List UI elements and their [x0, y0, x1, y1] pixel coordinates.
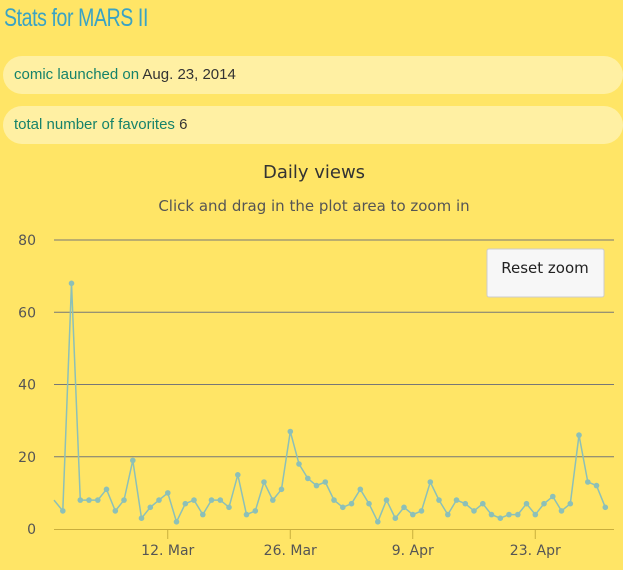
- data-point[interactable]: [497, 515, 504, 521]
- data-point[interactable]: [305, 475, 311, 482]
- data-point[interactable]: [532, 511, 539, 518]
- data-point[interactable]: [243, 511, 250, 518]
- data-point[interactable]: [348, 500, 355, 507]
- data-point[interactable]: [453, 497, 460, 503]
- data-point[interactable]: [375, 519, 381, 525]
- data-point[interactable]: [593, 482, 600, 489]
- y-tick-label: 0: [27, 522, 36, 538]
- data-point[interactable]: [322, 479, 329, 485]
- data-point[interactable]: [287, 428, 294, 435]
- data-point[interactable]: [68, 280, 75, 287]
- data-point[interactable]: [130, 457, 136, 464]
- series-line[interactable]: [53, 283, 606, 524]
- y-tick-label: 40: [18, 378, 36, 394]
- chart-subtitle: Click and drag in the plot area to zoom …: [158, 197, 469, 215]
- data-point[interactable]: [60, 508, 66, 514]
- data-point[interactable]: [410, 511, 416, 518]
- data-point[interactable]: [366, 500, 372, 507]
- data-point[interactable]: [506, 511, 512, 518]
- data-point[interactable]: [173, 519, 180, 525]
- data-point[interactable]: [121, 497, 127, 503]
- data-point[interactable]: [217, 497, 224, 503]
- data-point[interactable]: [165, 490, 171, 496]
- data-point[interactable]: [278, 486, 285, 493]
- data-point[interactable]: [103, 486, 110, 493]
- grid-lines: [54, 239, 614, 458]
- reset-zoom-label[interactable]: Reset zoom: [501, 259, 589, 277]
- data-point[interactable]: [208, 497, 215, 503]
- data-point[interactable]: [86, 497, 92, 503]
- x-tick-label: 23. Apr: [510, 543, 561, 559]
- data-point[interactable]: [585, 479, 591, 485]
- data-point[interactable]: [462, 500, 469, 507]
- data-point[interactable]: [112, 508, 119, 514]
- data-point[interactable]: [357, 486, 364, 493]
- data-point[interactable]: [77, 497, 84, 503]
- data-point[interactable]: [515, 511, 521, 518]
- series-daily-views[interactable]: [53, 280, 609, 525]
- y-tick-label: 80: [18, 233, 36, 249]
- chart-title: Daily views: [263, 162, 365, 183]
- data-point[interactable]: [576, 432, 582, 438]
- data-point[interactable]: [383, 497, 390, 503]
- data-point[interactable]: [156, 497, 162, 503]
- launch-label: comic launched on: [14, 66, 140, 83]
- data-point[interactable]: [182, 500, 189, 507]
- favorites-info: total number of favorites 6: [3, 106, 623, 144]
- data-point[interactable]: [488, 511, 495, 518]
- data-point[interactable]: [270, 497, 276, 503]
- launch-info: comic launched on Aug. 23, 2014: [3, 56, 623, 94]
- x-tick-label: 12. Mar: [141, 543, 194, 559]
- daily-views-chart[interactable]: Daily views Click and drag in the plot a…: [0, 150, 623, 570]
- data-point[interactable]: [567, 500, 574, 507]
- reset-zoom-button-bg[interactable]: [486, 248, 605, 298]
- data-point[interactable]: [226, 504, 232, 511]
- data-point[interactable]: [558, 508, 565, 514]
- data-point[interactable]: [480, 500, 486, 507]
- favorites-label: total number of favorites: [14, 116, 175, 133]
- data-point[interactable]: [445, 511, 451, 518]
- data-point[interactable]: [541, 500, 547, 507]
- data-point[interactable]: [392, 515, 399, 521]
- data-point[interactable]: [436, 497, 442, 503]
- data-point[interactable]: [550, 493, 556, 500]
- x-axis: 12. Mar 26. Mar 9. Apr 23. Apr: [54, 529, 614, 559]
- favorites-count: 6: [179, 116, 188, 133]
- data-point[interactable]: [331, 497, 337, 503]
- page-title: Stats for MARS II: [4, 4, 148, 32]
- y-tick-label: 60: [18, 305, 36, 321]
- launch-date: Aug. 23, 2014: [142, 66, 236, 83]
- data-point[interactable]: [427, 479, 434, 485]
- data-point[interactable]: [235, 472, 241, 478]
- data-point[interactable]: [95, 497, 101, 503]
- data-point[interactable]: [200, 511, 206, 518]
- data-point[interactable]: [313, 482, 320, 489]
- data-point[interactable]: [523, 500, 530, 507]
- data-point[interactable]: [252, 508, 259, 514]
- chart-canvas[interactable]: Daily views Click and drag in the plot a…: [0, 150, 623, 570]
- data-point[interactable]: [191, 497, 197, 503]
- data-point[interactable]: [401, 504, 407, 511]
- x-tick-label: 9. Apr: [392, 543, 434, 559]
- reset-zoom-button[interactable]: Reset zoom: [486, 248, 605, 298]
- data-point[interactable]: [296, 461, 302, 467]
- x-tick-label: 26. Mar: [264, 543, 317, 559]
- data-point[interactable]: [147, 504, 154, 511]
- data-point[interactable]: [602, 504, 609, 511]
- y-tick-label: 20: [18, 450, 36, 466]
- data-point[interactable]: [261, 479, 267, 485]
- data-point[interactable]: [340, 504, 346, 511]
- data-point[interactable]: [471, 508, 477, 514]
- y-axis-labels: 0 20 40 60 80: [18, 233, 36, 538]
- data-point[interactable]: [138, 515, 145, 521]
- data-point[interactable]: [418, 508, 425, 514]
